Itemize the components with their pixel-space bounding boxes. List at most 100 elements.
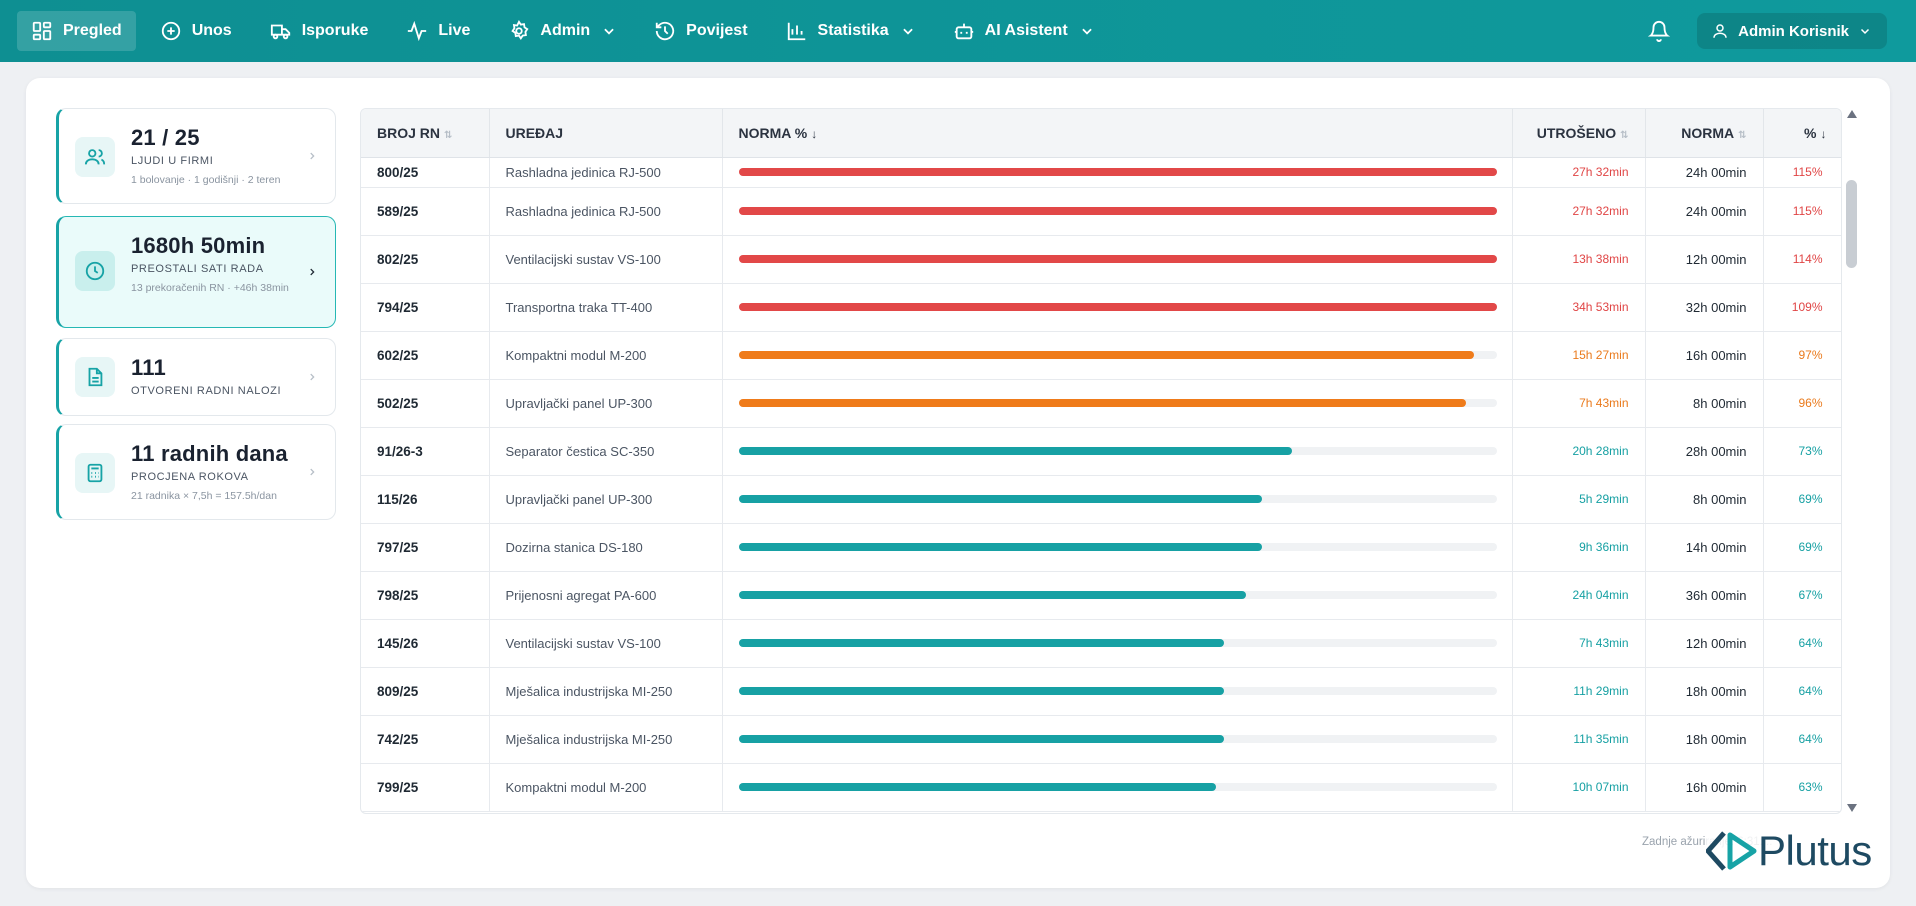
cell-norma-bar (722, 379, 1513, 427)
table-row[interactable]: 797/25 Dozirna stanica DS-180 9h 36min 14h … (361, 523, 1841, 571)
user-icon (1713, 24, 1727, 38)
nav-item-povijest[interactable]: Povijest (640, 11, 761, 51)
user-menu-button[interactable]: Admin Korisnik (1697, 13, 1887, 49)
cell-broj-rn: 798/25 (361, 571, 490, 619)
card-value: 21 / 25 (131, 125, 200, 150)
table-row[interactable]: 799/25 Kompaktni modul M-200 10h 07min 16h … (361, 763, 1841, 811)
cell-uredaj: Separator čestica SC-350 (489, 427, 723, 475)
work-orders-table: BROJ RN ⇅ UREĐAJ NORMA % ↓ UTROŠENO ⇅ NORMA… (360, 108, 1842, 814)
cell-broj-rn: 800/25 (361, 157, 490, 187)
column-header-norma[interactable]: NORMA ⇅ (1645, 109, 1764, 158)
column-header-uredaj[interactable]: UREĐAJ (489, 109, 723, 158)
cell-norma: 14h 00min (1645, 523, 1764, 571)
nav-item-live[interactable]: Live (392, 11, 484, 51)
scroll-up-icon[interactable] (1847, 110, 1857, 118)
table-header-row: BROJ RN ⇅ UREĐAJ NORMA % ↓ UTROŠENO ⇅ NORMA… (361, 109, 1841, 158)
cell-broj-rn: 797/25 (361, 523, 490, 571)
sort-icon: ⇅ (1738, 129, 1747, 141)
table-row[interactable]: 809/25 Mješalica industrijska MI-250 11h 2… (361, 667, 1841, 715)
table-row[interactable]: 802/25 Ventilacijski sustav VS-100 13h 38m… (361, 235, 1841, 283)
nav-item-pregled[interactable]: Pregled (17, 11, 136, 51)
chevron-right-icon (310, 468, 315, 476)
progress-bar-track (738, 543, 1497, 551)
table-row[interactable]: 589/25 Rashladna jedinica RJ-500 27h 32min… (361, 187, 1841, 235)
nav-item-ai-asistent[interactable]: AI Asistent (939, 11, 1108, 51)
card-value: 111 (131, 355, 166, 380)
table-row[interactable]: 794/25 Transportna traka TT-400 34h 53min 3… (361, 283, 1841, 331)
card-preostali-sati[interactable]: 1680h 50min PREOSTALI SATI RADA 13 preko… (56, 216, 336, 328)
card-ljudi-u-firmi[interactable]: 21 / 25 LJUDI U FIRMI 1 bolovanje · 1 go… (56, 108, 336, 204)
progress-bar-fill (738, 168, 1497, 176)
column-header-pct[interactable]: % ↓ (1763, 109, 1841, 158)
nav-label: Pregled (63, 22, 122, 39)
progress-bar-fill (738, 303, 1497, 311)
chevron-down-icon (1081, 28, 1092, 35)
cell-norma: 36h 00min (1645, 571, 1764, 619)
sort-desc-icon: ↓ (811, 126, 818, 141)
grid-icon (32, 21, 52, 41)
cell-uredaj: Upravljački panel UP-300 (489, 475, 723, 523)
scroll-down-icon[interactable] (1847, 804, 1857, 812)
chevron-down-icon (902, 28, 913, 35)
progress-bar-fill (738, 399, 1467, 407)
progress-bar-track (738, 591, 1497, 599)
nav-label: Live (438, 22, 471, 39)
card-value: 1680h 50min (131, 233, 266, 258)
table-row[interactable]: 800/25 Rashladna jedinica RJ-500 27h 32min… (361, 157, 1841, 187)
cell-utroseno: 20h 28min (1512, 427, 1646, 475)
cell-uredaj: Upravljački panel UP-300 (489, 379, 723, 427)
column-header-norma-pct[interactable]: NORMA % ↓ (722, 109, 1513, 158)
column-header-utroseno[interactable]: UTROŠENO ⇅ (1512, 109, 1646, 158)
sort-icon: ⇅ (1620, 129, 1629, 141)
cell-uredaj: Ventilacijski sustav VS-100 (489, 235, 723, 283)
cell-pct: 73% (1763, 427, 1841, 475)
cell-pct: 64% (1763, 715, 1841, 763)
table-row[interactable]: 798/25 Prijenosni agregat PA-600 24h 04min… (361, 571, 1841, 619)
cell-broj-rn: 794/25 (361, 283, 490, 331)
cell-norma-bar (722, 187, 1513, 235)
progress-bar-fill (738, 783, 1217, 791)
cell-broj-rn: 799/25 (361, 763, 490, 811)
cell-norma-bar (722, 283, 1513, 331)
table-row[interactable]: 145/26 Ventilacijski sustav VS-100 7h 43mi… (361, 619, 1841, 667)
cell-norma-bar (722, 427, 1513, 475)
column-header-broj-rn[interactable]: BROJ RN ⇅ (361, 109, 490, 158)
cell-norma: 24h 00min (1645, 187, 1764, 235)
nav-item-admin[interactable]: Admin (494, 11, 630, 51)
table-scrollbar[interactable] (1844, 110, 1860, 812)
table-row[interactable]: 502/25 Upravljački panel UP-300 7h 43min 8h… (361, 379, 1841, 427)
nav-item-statistika[interactable]: Statistika (772, 11, 929, 51)
bar-chart-icon (787, 22, 805, 41)
table-row[interactable]: 115/26 Upravljački panel UP-300 5h 29min 8h… (361, 475, 1841, 523)
nav-label: Isporuke (301, 22, 369, 39)
cell-uredaj: Ventilacijski sustav VS-100 (489, 619, 723, 667)
cell-uredaj: Transportna traka TT-400 (489, 283, 723, 331)
cell-norma-bar (722, 715, 1513, 763)
progress-bar-track (738, 351, 1497, 359)
cell-uredaj: Mješalica industrijska MI-250 (489, 715, 723, 763)
logo-text: Plutus (1758, 827, 1872, 874)
cell-utroseno: 7h 43min (1512, 379, 1646, 427)
cell-norma: 8h 00min (1645, 379, 1764, 427)
table-row[interactable]: 602/25 Kompaktni modul M-200 15h 27min 16h … (361, 331, 1841, 379)
nav-item-unos[interactable]: Unos (146, 11, 246, 51)
table-row[interactable]: 742/25 Mješalica industrijska MI-250 11h 3… (361, 715, 1841, 763)
history-icon (656, 21, 675, 41)
cell-pct: 97% (1763, 331, 1841, 379)
progress-bar-track (738, 399, 1497, 407)
cell-norma: 16h 00min (1645, 331, 1764, 379)
chevron-right-icon (310, 152, 315, 160)
progress-bar-fill (738, 351, 1474, 359)
card-procjena-rokova[interactable]: 11 radnih dana PROCJENA ROKOVA 21 radnik… (56, 424, 336, 520)
cell-pct: 67% (1763, 571, 1841, 619)
notifications-button[interactable] (1639, 11, 1679, 51)
cell-norma: 8h 00min (1645, 475, 1764, 523)
cell-utroseno: 9h 36min (1512, 523, 1646, 571)
nav-item-isporuke[interactable]: Isporuke (256, 11, 383, 51)
scrollbar-thumb[interactable] (1846, 180, 1857, 268)
cell-uredaj: Rashladna jedinica RJ-500 (489, 157, 723, 187)
cell-uredaj: Prijenosni agregat PA-600 (489, 571, 723, 619)
card-otvoreni-nalozi[interactable]: 111 OTVORENI RADNI NALOZI (56, 338, 336, 416)
chevron-down-icon (604, 28, 614, 35)
table-row[interactable]: 91/26-3 Separator čestica SC-350 20h 28min… (361, 427, 1841, 475)
